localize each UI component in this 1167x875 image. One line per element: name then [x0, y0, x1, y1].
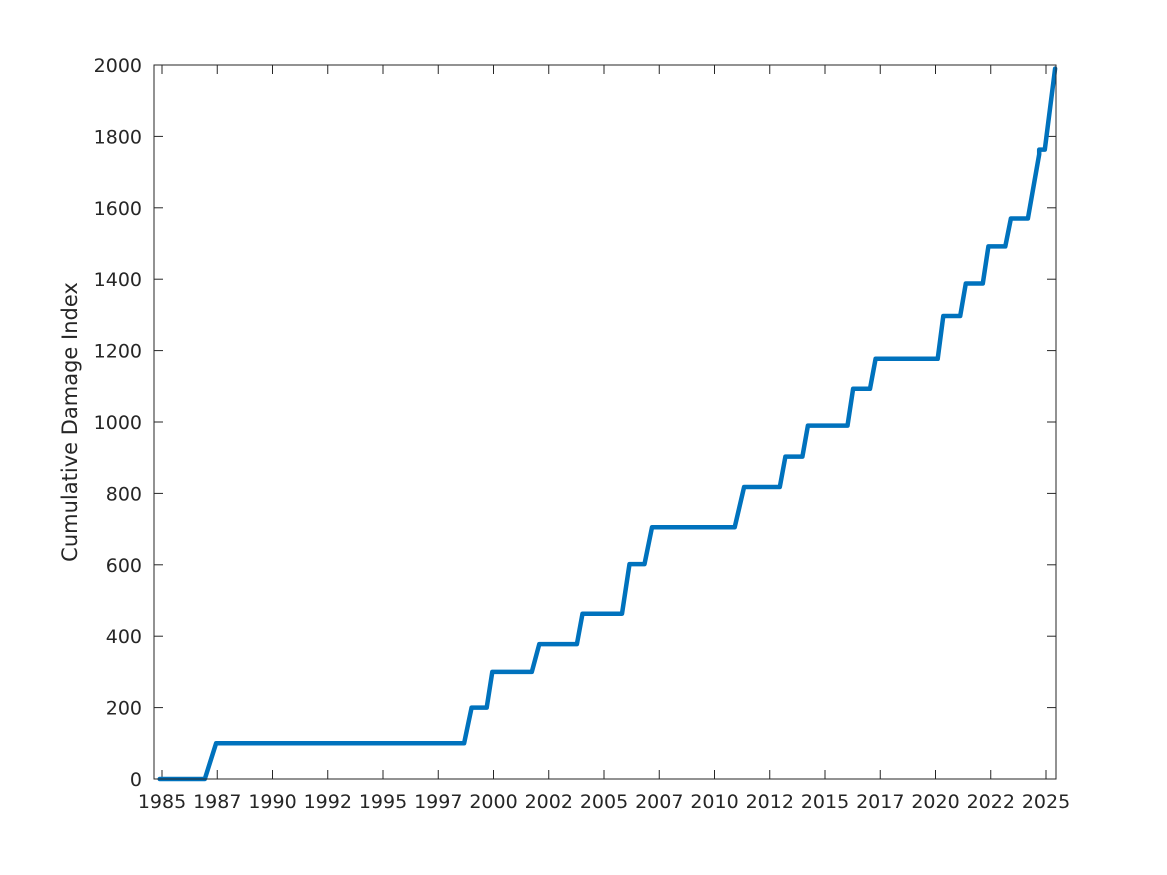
x-tick-label: 1990	[248, 791, 296, 813]
x-tick-label: 2010	[690, 791, 738, 813]
y-axis-label: Cumulative Damage Index	[58, 282, 82, 562]
y-tick-label: 200	[106, 698, 142, 720]
x-tick-label: 2022	[967, 791, 1015, 813]
x-tick-label: 2000	[469, 791, 517, 813]
y-tick-label: 400	[106, 626, 142, 648]
y-tick-label: 1800	[94, 126, 142, 148]
x-tick-label: 2005	[580, 791, 628, 813]
x-tick-label: 1985	[138, 791, 186, 813]
y-tick-label: 2000	[94, 55, 142, 77]
y-tick-label: 1600	[94, 198, 142, 220]
x-tick-label: 2012	[746, 791, 794, 813]
x-tick-label: 2002	[525, 791, 573, 813]
x-tick-label: 1995	[359, 791, 407, 813]
y-tick-label: 0	[130, 769, 142, 791]
x-tick-label: 2017	[856, 791, 904, 813]
x-tick-label: 2007	[635, 791, 683, 813]
x-axis-ticks: 1985 1987 1990 1992 1995 1997 2000 2002 2005 2007…	[138, 65, 1070, 813]
y-axis-ticks: 0 200 400 600 800 1000 1200 1400 1600 1800 2000	[94, 55, 1056, 791]
series-line	[157, 66, 1058, 782]
plot-area-border	[153, 64, 1057, 780]
y-tick-label: 600	[106, 555, 142, 577]
x-tick-label: 2025	[1022, 791, 1070, 813]
x-tick-label: 1992	[304, 791, 352, 813]
x-tick-label: 2015	[801, 791, 849, 813]
y-tick-label: 1400	[94, 269, 142, 291]
x-tick-label: 1997	[414, 791, 462, 813]
y-tick-label: 1200	[94, 341, 142, 363]
y-tick-label: 1000	[94, 412, 142, 434]
x-tick-label: 2020	[911, 791, 959, 813]
y-tick-label: 800	[106, 483, 142, 505]
x-tick-label: 1987	[193, 791, 241, 813]
